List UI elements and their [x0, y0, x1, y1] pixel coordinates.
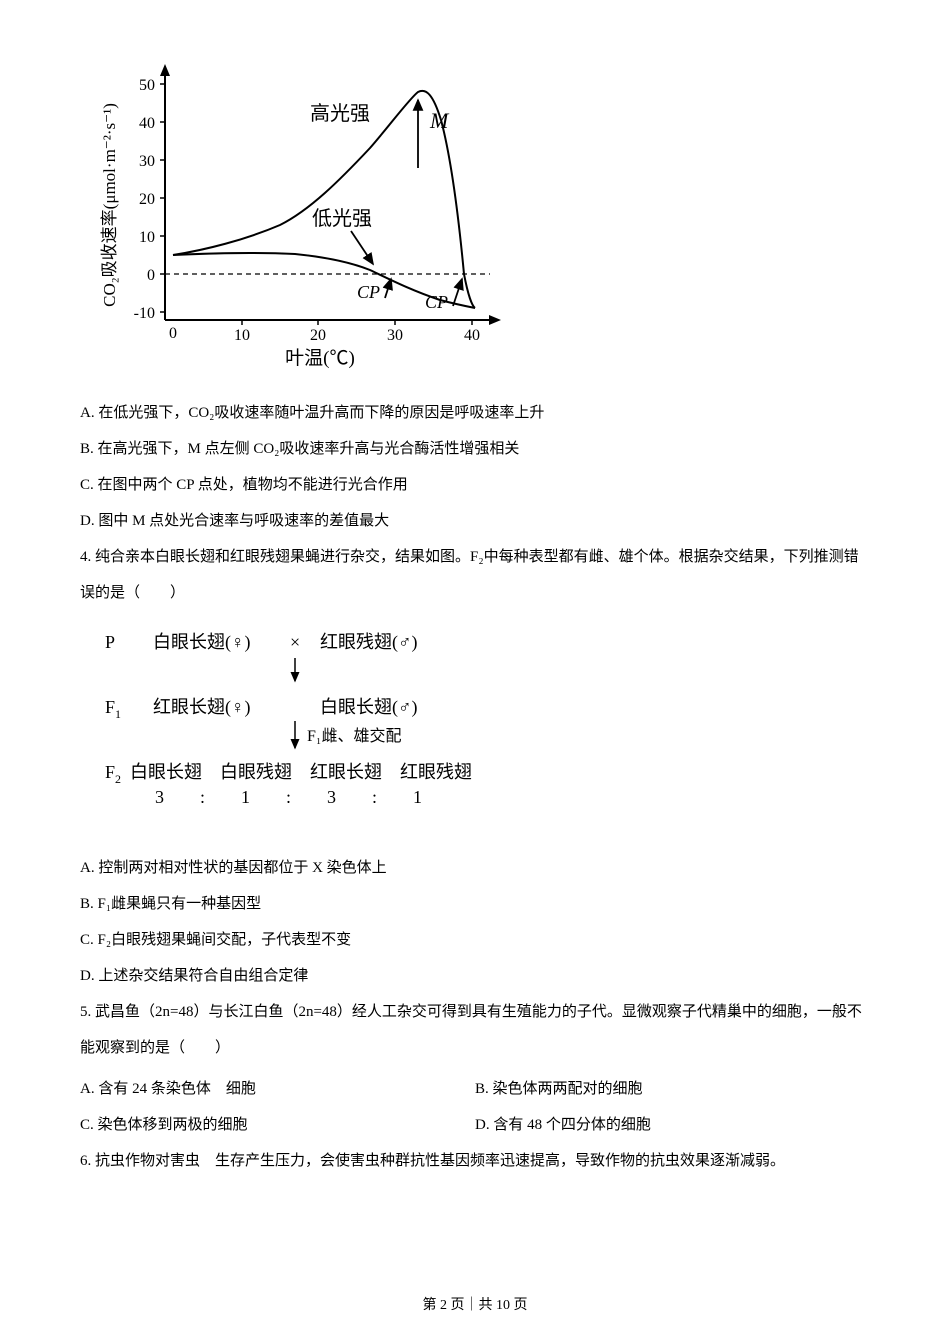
q3-option-d: D. 图中 M 点处光合速率与呼吸速率的差值最大 [80, 503, 870, 539]
q5-option-c: C. 染色体移到两极的细胞 [80, 1107, 475, 1143]
q3-option-a: A. 在低光强下，CO₂吸收速率随叶温升高而下降的原因是呼吸速率上升 [80, 395, 870, 431]
svg-text:白眼长翅(♀): 白眼长翅(♀) [153, 632, 251, 653]
svg-text:40: 40 [139, 115, 155, 132]
svg-text:3 : 1 : 3 : 1: 3 : 1 : 3 : 1 [155, 787, 422, 807]
q4-option-a: A. 控制两对相对性状的基因都位于 X 染色体上 [80, 850, 870, 886]
svg-text:10: 10 [234, 327, 250, 344]
svg-text:40: 40 [464, 327, 480, 344]
xlabel: 叶温(℃) [285, 347, 355, 369]
q3-option-c: C. 在图中两个 CP 点处，植物均不能进行光合作用 [80, 467, 870, 503]
q5-option-a: A. 含有 24 条染色体 细胞 [80, 1071, 475, 1107]
svg-text:F1: F1 [105, 697, 121, 721]
svg-text:20: 20 [139, 191, 155, 208]
svg-text:50: 50 [139, 77, 155, 94]
label-M: M [429, 108, 450, 133]
q6-stem: 6. 抗虫作物对害虫 生存产生压力，会使害虫种群抗性基因频率迅速提高，导致作物的… [80, 1143, 870, 1179]
label-cp2: CP [425, 292, 448, 312]
svg-text:P: P [105, 632, 115, 652]
svg-text:30: 30 [387, 327, 403, 344]
svg-text:F2: F2 [105, 762, 121, 786]
chart-svg: -10 0 10 20 30 40 50 0 10 20 30 40 高光强 M… [95, 50, 515, 370]
q4-option-d: D. 上述杂交结果符合自由组合定律 [80, 958, 870, 994]
label-high-light: 高光强 [310, 102, 370, 125]
svg-text:×: × [290, 632, 300, 652]
svg-text:白眼长翅 白眼残翅 红眼长翅 红眼残翅: 白眼长翅 白眼残翅 红眼长翅 红眼残翅 [130, 762, 472, 782]
q4-stem: 4. 纯合亲本白眼长翅和红眼残翅果蝇进行杂交，结果如图。F₂中每种表型都有雌、雄… [80, 539, 870, 611]
svg-text:红眼残翅(♂): 红眼残翅(♂) [320, 632, 418, 653]
svg-text:10: 10 [139, 229, 155, 246]
label-cp1: CP [357, 282, 380, 302]
svg-text:0: 0 [169, 325, 177, 342]
q3-option-b: B. 在高光强下，M 点左侧 CO₂吸收速率升高与光合酶活性增强相关 [80, 431, 870, 467]
chart-co2-absorption: -10 0 10 20 30 40 50 0 10 20 30 40 高光强 M… [95, 50, 870, 375]
ylabel: CO₂吸收速率(μmol·m⁻²·s⁻¹) [100, 103, 119, 307]
q5-option-d: D. 含有 48 个四分体的细胞 [475, 1107, 870, 1143]
svg-text:-10: -10 [134, 305, 155, 322]
svg-text:红眼长翅(♀): 红眼长翅(♀) [153, 697, 251, 718]
q5-option-b: B. 染色体两两配对的细胞 [475, 1071, 870, 1107]
svg-text:30: 30 [139, 153, 155, 170]
svg-text:0: 0 [147, 267, 155, 284]
svg-text:白眼长翅(♂): 白眼长翅(♂) [320, 697, 418, 718]
q4-option-c: C. F₂白眼残翅果蝇间交配，子代表型不变 [80, 922, 870, 958]
page-footer: 第 2 页｜共 10 页 [0, 1294, 950, 1314]
svg-text:F₁雌、雄交配: F₁雌、雄交配 [307, 727, 401, 745]
svg-text:20: 20 [310, 327, 326, 344]
label-low-light: 低光强 [312, 207, 372, 230]
q4-option-b: B. F₁雌果蝇只有一种基因型 [80, 886, 870, 922]
q5-stem: 5. 武昌鱼（2n=48）与长江白鱼（2n=48）经人工杂交可得到具有生殖能力的… [80, 994, 870, 1066]
cross-diagram: P 白眼长翅(♀) × 红眼残翅(♂) F1 红眼长翅(♀) 白眼长翅(♂) F… [95, 623, 870, 838]
